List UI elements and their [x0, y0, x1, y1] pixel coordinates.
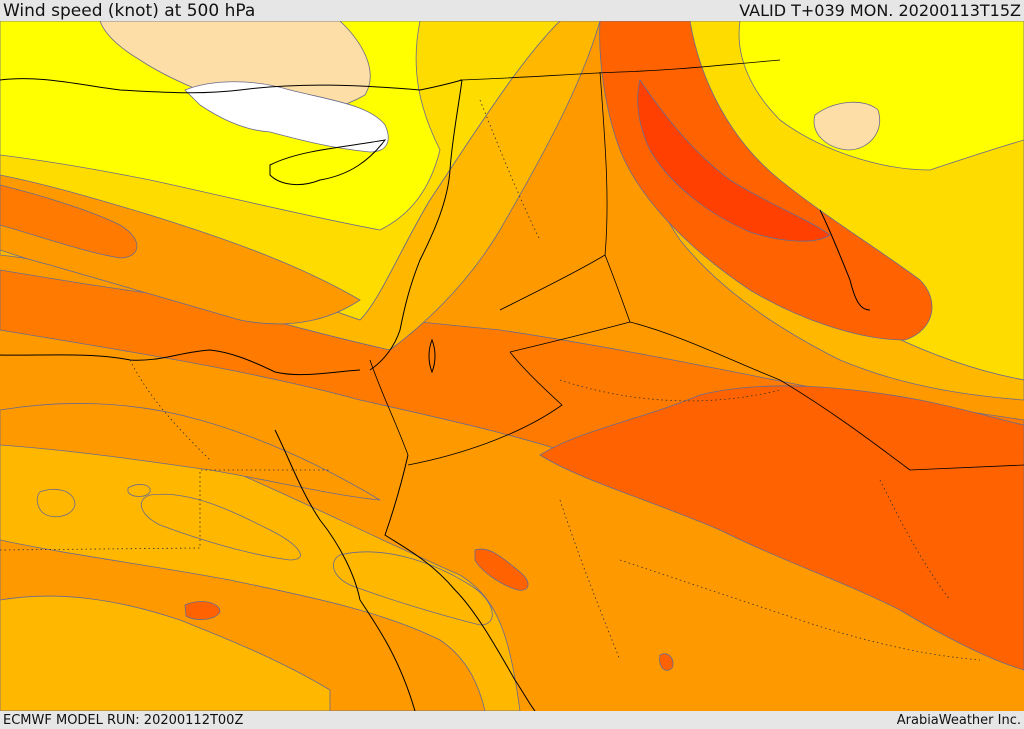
north-white-region: [184, 81, 389, 153]
map-footer: ECMWF MODEL RUN: 20200112T00Z ArabiaWeat…: [0, 711, 1024, 729]
map-header: Wind speed (knot) at 500 hPa VALID T+039…: [0, 0, 1024, 21]
map-title: Wind speed (knot) at 500 hPa: [3, 0, 256, 21]
ne-peach-blob: [813, 101, 880, 151]
saudi-jordan-border: [407, 351, 563, 466]
libya-dark-band: [0, 403, 381, 501]
red-sea-west-coast: [359, 599, 416, 711]
red-sea-dark-blob: [474, 548, 529, 591]
med-red-orange-band: [0, 184, 138, 259]
valid-time: VALID T+039 MON. 20200113T15Z: [739, 1, 1021, 20]
jordan-border: [499, 254, 631, 323]
model-run: ECMWF MODEL RUN: 20200112T00Z: [3, 712, 244, 728]
sinai-light-blob: [140, 493, 301, 561]
turkey-coast: [0, 78, 463, 94]
iraq-east-border: [599, 71, 608, 256]
jet-red-core: [637, 79, 831, 242]
ne-yellow-region: [738, 21, 1024, 171]
syria-iraq-border: [459, 59, 781, 81]
egypt-light-blob-2: [127, 484, 151, 497]
cyprus: [269, 139, 387, 186]
egypt-coast: [0, 349, 361, 376]
yemen-dark-blob: [659, 653, 674, 671]
jet-red-orange-band: [599, 21, 933, 341]
wind-speed-map: [0, 21, 1024, 711]
admin-boundaries: [0, 99, 981, 661]
sinai-dark-blob: [184, 601, 221, 620]
dead-sea: [428, 338, 436, 374]
levant-coast: [369, 79, 463, 371]
egypt-light-blob: [36, 488, 76, 518]
iraq-saudi-border: [509, 321, 1024, 471]
gulf-aqaba: [384, 454, 536, 711]
egypt-israel-border: [369, 359, 409, 456]
sw-light-strip: [0, 595, 331, 711]
persian-gulf-coast: [819, 209, 871, 311]
map-canvas: [0, 21, 1024, 711]
credit: ArabiaWeather Inc.: [896, 712, 1021, 728]
borders: [369, 59, 1024, 471]
red-sea-light-blob: [333, 551, 493, 626]
coastlines: [0, 78, 871, 711]
sinai-gulf-suez: [274, 429, 361, 601]
